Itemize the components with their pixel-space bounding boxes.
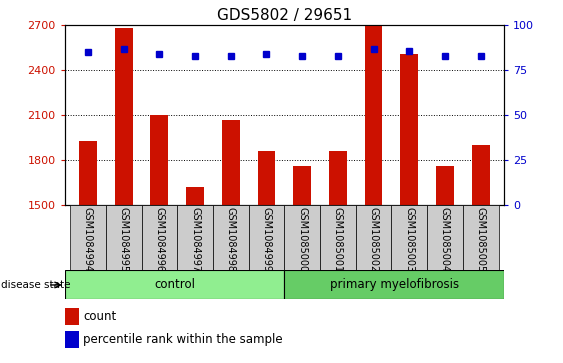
Text: GSM1084999: GSM1084999 bbox=[261, 207, 271, 272]
Bar bbox=[436, 166, 454, 363]
Bar bbox=[472, 145, 490, 363]
Bar bbox=[400, 54, 418, 363]
Text: GSM1084996: GSM1084996 bbox=[154, 207, 164, 272]
Bar bbox=[150, 115, 168, 363]
Bar bbox=[284, 205, 320, 270]
Title: GDS5802 / 29651: GDS5802 / 29651 bbox=[217, 8, 352, 23]
Bar bbox=[141, 205, 177, 270]
Bar bbox=[391, 205, 427, 270]
Bar bbox=[249, 205, 284, 270]
Text: GSM1085003: GSM1085003 bbox=[404, 207, 414, 272]
Text: GSM1085001: GSM1085001 bbox=[333, 207, 343, 272]
Text: GSM1085004: GSM1085004 bbox=[440, 207, 450, 272]
Bar bbox=[65, 331, 79, 348]
Bar bbox=[79, 141, 97, 363]
Text: GSM1085002: GSM1085002 bbox=[369, 207, 378, 272]
Text: control: control bbox=[154, 278, 195, 291]
Bar bbox=[463, 205, 498, 270]
Text: GSM1085005: GSM1085005 bbox=[476, 207, 486, 272]
Bar bbox=[427, 205, 463, 270]
Bar bbox=[65, 308, 79, 325]
Bar bbox=[257, 151, 275, 363]
Bar bbox=[320, 205, 356, 270]
Bar bbox=[65, 270, 284, 299]
Text: disease state: disease state bbox=[1, 280, 70, 290]
Bar bbox=[284, 270, 504, 299]
Text: GSM1084998: GSM1084998 bbox=[226, 207, 236, 272]
Bar bbox=[293, 166, 311, 363]
Bar bbox=[213, 205, 249, 270]
Bar bbox=[356, 205, 391, 270]
Text: GSM1084994: GSM1084994 bbox=[83, 207, 93, 272]
Bar bbox=[115, 28, 132, 363]
Text: GSM1085000: GSM1085000 bbox=[297, 207, 307, 272]
Bar bbox=[177, 205, 213, 270]
Text: GSM1084997: GSM1084997 bbox=[190, 207, 200, 272]
Bar bbox=[106, 205, 141, 270]
Bar bbox=[222, 120, 240, 363]
Text: count: count bbox=[83, 310, 117, 323]
Text: GSM1084995: GSM1084995 bbox=[119, 207, 129, 272]
Bar bbox=[329, 151, 347, 363]
Bar bbox=[365, 26, 382, 363]
Bar bbox=[70, 205, 106, 270]
Text: primary myelofibrosis: primary myelofibrosis bbox=[329, 278, 459, 291]
Text: percentile rank within the sample: percentile rank within the sample bbox=[83, 333, 283, 346]
Bar bbox=[186, 187, 204, 363]
